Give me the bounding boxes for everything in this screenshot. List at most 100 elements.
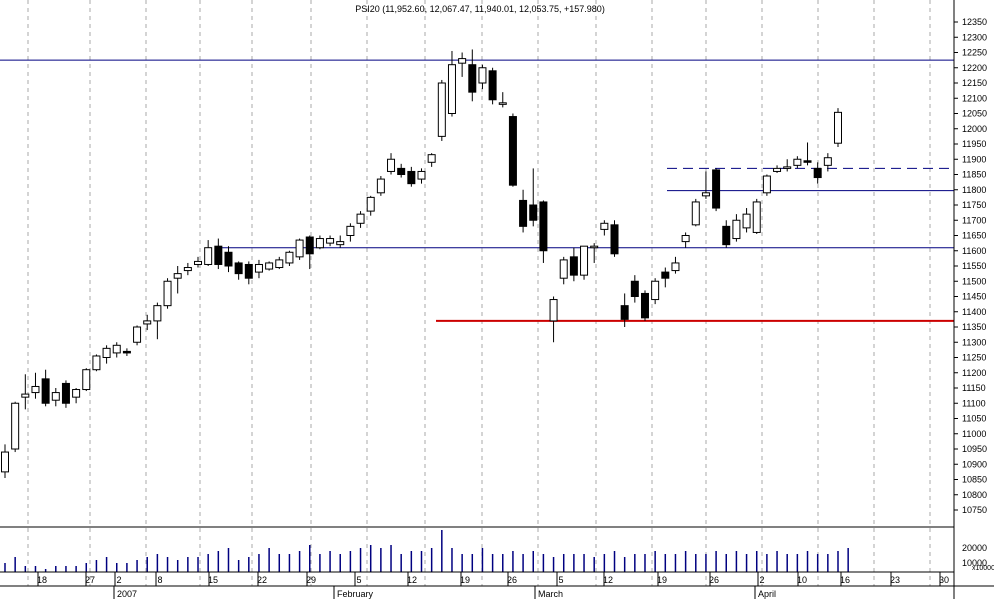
candle-body xyxy=(346,225,355,237)
x-day-label: 23 xyxy=(890,575,900,585)
candle-body xyxy=(92,355,101,371)
candle xyxy=(559,256,568,285)
candle xyxy=(600,220,609,236)
candle xyxy=(143,314,152,331)
candle-body xyxy=(163,280,172,307)
candle xyxy=(508,113,517,187)
candle-body xyxy=(21,393,30,398)
y-tick-label: 11750 xyxy=(962,200,986,210)
candle xyxy=(640,290,649,321)
candle-body xyxy=(183,267,192,272)
candle-body xyxy=(620,305,629,320)
x-day-label: 5 xyxy=(356,575,361,585)
y-tick-label: 11250 xyxy=(962,353,986,363)
x-day-label: 27 xyxy=(85,575,95,585)
candle-body xyxy=(224,251,233,267)
vertical-grid-lines xyxy=(27,0,931,586)
candle-body xyxy=(569,256,578,276)
candle xyxy=(346,223,355,242)
candle xyxy=(752,198,761,234)
candle xyxy=(630,275,639,303)
candle xyxy=(387,153,396,175)
y-tick-label: 11150 xyxy=(962,383,986,393)
candle xyxy=(742,208,751,233)
candle xyxy=(773,165,782,173)
candle-body xyxy=(610,224,619,255)
candle-body xyxy=(326,238,335,244)
candle-body xyxy=(305,236,314,255)
candle xyxy=(122,348,131,356)
x-month-label: 2007 xyxy=(117,589,137,599)
candle xyxy=(681,232,690,248)
candle-body xyxy=(580,245,589,276)
y-tick-label: 12100 xyxy=(962,93,987,103)
candle xyxy=(1,444,9,478)
candle-body xyxy=(732,219,741,240)
candle-body xyxy=(508,116,517,186)
y-tick-label: 11050 xyxy=(962,414,986,424)
candle-body xyxy=(72,389,81,398)
y-axis-ticks: 10750 10800 10850 10900 10950 11000 11050 11100… xyxy=(954,17,987,515)
x-day-label: 30 xyxy=(939,575,949,585)
candle-body xyxy=(671,262,680,272)
candle-body xyxy=(417,170,426,180)
x-axis-month-labels: 2007 February March April xyxy=(113,586,776,599)
candle-body xyxy=(488,70,497,101)
candle-body xyxy=(468,64,477,93)
x-day-label: 15 xyxy=(208,575,218,585)
candle xyxy=(407,166,416,187)
candle xyxy=(204,240,213,266)
candle-body xyxy=(275,259,284,269)
candle-body xyxy=(295,239,304,258)
y-tick-label: 11500 xyxy=(962,276,986,286)
y-tick-label: 11100 xyxy=(962,398,986,408)
candle-body xyxy=(112,344,121,354)
chart-title: PSI20 (11,952.60, 12,067.47, 11,940.01, … xyxy=(355,4,605,14)
candle xyxy=(356,211,365,228)
candle-body xyxy=(336,241,345,246)
candle xyxy=(224,246,233,273)
candle xyxy=(519,189,528,233)
candle-body xyxy=(41,378,50,404)
candle-body xyxy=(11,402,20,450)
candle-body xyxy=(661,271,670,279)
y-tick-label: 11300 xyxy=(962,337,986,347)
candle-body xyxy=(397,167,406,175)
x-axis-day-labels: 18 27 2 8 15 22 29 5 12 19 26 5 12 19 26 2 10 16 23 30 xyxy=(37,572,949,586)
candle xyxy=(834,108,842,148)
candle xyxy=(173,266,182,294)
candle-body xyxy=(793,158,802,166)
candle-body xyxy=(701,192,710,197)
x-day-label: 19 xyxy=(657,575,667,585)
candle xyxy=(458,52,467,77)
x-day-label: 5 xyxy=(558,575,563,585)
y-tick-label: 10850 xyxy=(962,475,987,485)
candle xyxy=(275,256,284,270)
candle-body xyxy=(773,167,782,172)
candle xyxy=(590,243,599,263)
candle xyxy=(326,235,335,247)
volume-tick-label: 10000 xyxy=(962,558,987,568)
candle-body xyxy=(204,247,213,265)
y-tick-label: 11550 xyxy=(962,261,986,271)
candle-body xyxy=(691,201,700,226)
candle-body xyxy=(803,160,812,163)
candle xyxy=(529,168,538,227)
candle-body xyxy=(549,299,558,322)
candle-body xyxy=(559,259,568,279)
candle-body xyxy=(61,382,70,404)
candle-body xyxy=(122,350,131,354)
candle xyxy=(366,195,375,216)
volume-bars xyxy=(4,530,849,572)
candle-body xyxy=(315,238,324,249)
candle-body xyxy=(630,280,639,297)
candle xyxy=(427,153,436,167)
y-tick-label: 11400 xyxy=(962,307,986,317)
y-tick-label: 12000 xyxy=(962,124,987,134)
y-tick-label: 11200 xyxy=(962,368,986,378)
candle xyxy=(610,220,619,257)
y-tick-label: 11850 xyxy=(962,170,986,180)
x-day-label: 22 xyxy=(257,575,267,585)
